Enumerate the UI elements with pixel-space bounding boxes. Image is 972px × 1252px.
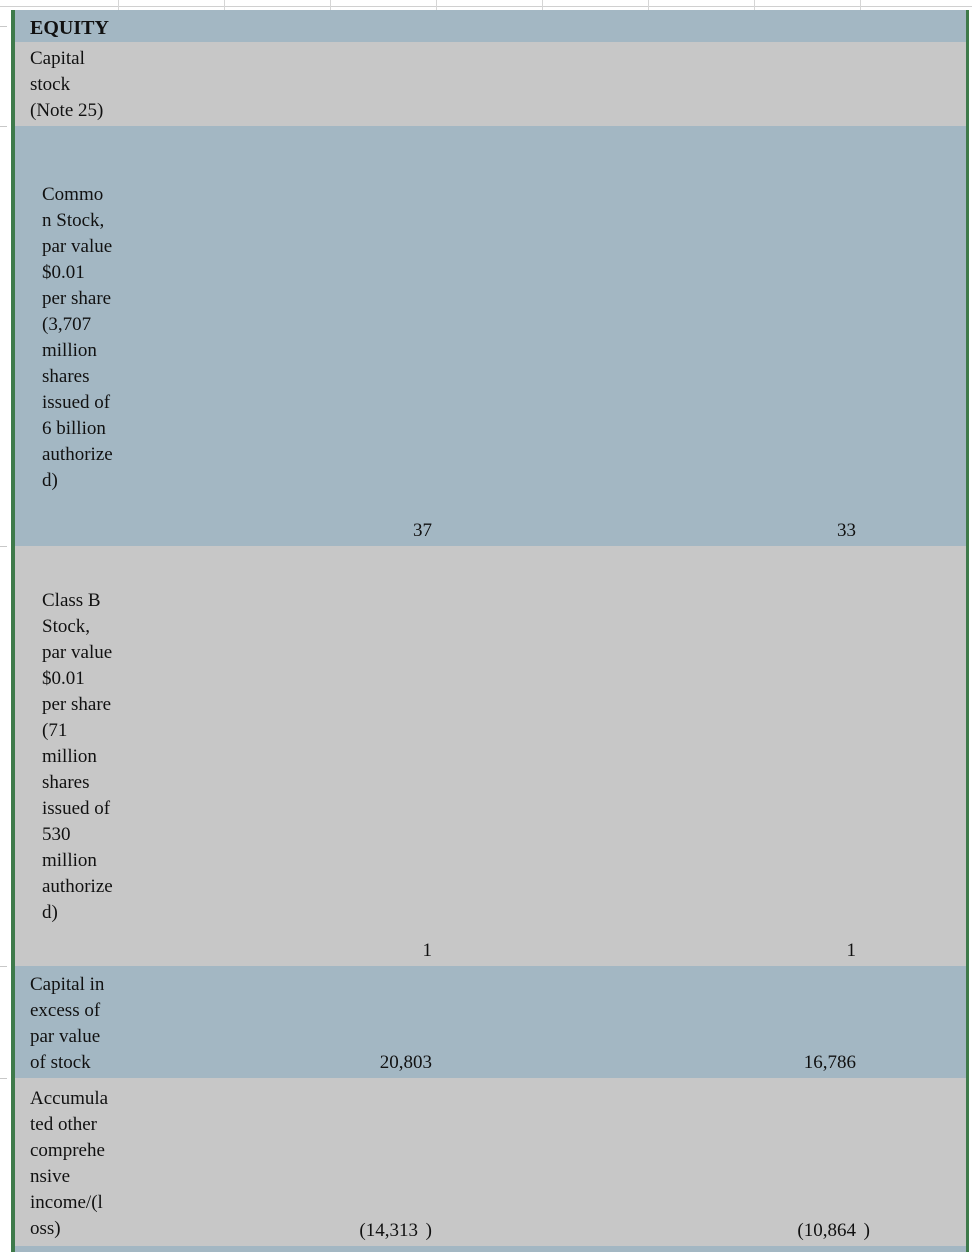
common-stock-row[interactable]: Commo n Stock, par value $0.01 per share…: [15, 126, 966, 546]
column-gridline: [542, 0, 543, 10]
aoci-value-1-text: (14,313: [359, 1220, 418, 1241]
column-gridline: [224, 0, 225, 10]
common-stock-value-1: 37: [413, 520, 432, 541]
aoci-label: Accumula ted other comprehe nsive income…: [30, 1088, 109, 1239]
class-b-stock-label: Class B Stock, par value $0.01 per share…: [42, 590, 113, 923]
class-b-stock-value-2: 1: [846, 940, 857, 961]
sheet-border-left: [11, 10, 15, 1252]
common-stock-value-2: 33: [837, 520, 856, 541]
aoci-value-2-paren: ): [863, 1220, 870, 1241]
column-gridline: [330, 0, 331, 10]
capital-stock-row[interactable]: Capital stock (Note 25): [15, 42, 966, 126]
row-gridline: [0, 966, 7, 967]
next-row-partial[interactable]: [15, 1246, 966, 1252]
aoci-row[interactable]: Accumula ted other comprehe nsive income…: [15, 1078, 966, 1246]
column-gridline: [860, 0, 861, 10]
class-b-stock-row[interactable]: Class B Stock, par value $0.01 per share…: [15, 546, 966, 966]
capital-in-excess-label: Capital in excess of par value of stock: [30, 974, 105, 1073]
column-gridline: [118, 0, 119, 10]
column-gridline: [754, 0, 755, 10]
aoci-value-1: (14,313): [359, 1218, 432, 1244]
row-gridline: [0, 26, 7, 27]
sheet-border-right: [966, 10, 969, 1252]
row-gridline: [0, 1078, 7, 1079]
column-gridline: [436, 0, 437, 10]
class-b-stock-value-1: 1: [422, 940, 433, 961]
aoci-value-2: (10,864): [797, 1218, 870, 1244]
equity-row[interactable]: EQUITY: [15, 10, 966, 42]
row-gridline: [0, 126, 7, 127]
aoci-value-2-text: (10,864: [797, 1220, 856, 1241]
capital-stock-label: Capital stock (Note 25): [30, 48, 104, 121]
capital-in-excess-value-1: 20,803: [379, 1052, 432, 1073]
aoci-value-1-paren: ): [425, 1220, 432, 1241]
row-gridline: [0, 546, 7, 547]
capital-in-excess-value-2: 16,786: [803, 1052, 856, 1073]
column-gridline: [648, 0, 649, 10]
equity-heading: EQUITY: [30, 17, 109, 39]
top-gridline: [0, 6, 972, 7]
capital-in-excess-row[interactable]: Capital in excess of par value of stock …: [15, 966, 966, 1078]
common-stock-label: Commo n Stock, par value $0.01 per share…: [42, 184, 113, 491]
